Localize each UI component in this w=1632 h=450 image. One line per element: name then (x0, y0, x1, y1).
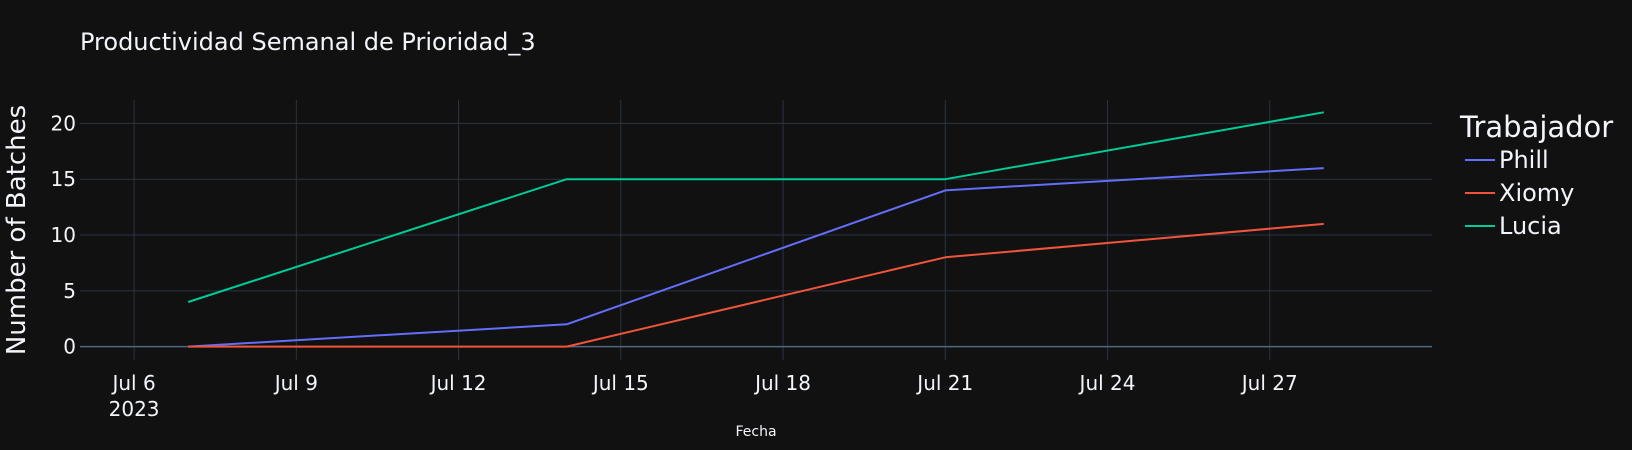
x-tick-label: Jul 24 (1078, 371, 1136, 395)
x-tick-label: Jul 15 (591, 371, 649, 395)
y-axis-title: Number of Batches (2, 105, 32, 355)
y-tick-label: 20 (51, 111, 76, 135)
x-tick-label: Jul 18 (753, 371, 811, 395)
legend-item-lucia[interactable]: Lucia (1465, 212, 1562, 240)
x-tick-label: Jul 9 (273, 371, 318, 395)
y-tick-label: 0 (63, 335, 76, 359)
x-tick-label: Jul 6 (110, 371, 155, 395)
x-tick-sublabel: 2023 (109, 397, 160, 421)
series-layer (187, 111, 1324, 348)
legend: Trabajador Phill Xiomy Lucia (1459, 110, 1613, 240)
y-tick-label: 10 (51, 223, 76, 247)
x-axis-title: Fecha (735, 424, 776, 440)
legend-item-phill[interactable]: Phill (1465, 146, 1549, 174)
x-tick-label: Jul 12 (429, 371, 487, 395)
y-tick-label: 15 (51, 167, 76, 191)
x-tick-label: Jul 21 (915, 371, 973, 395)
legend-item-xiomy[interactable]: Xiomy (1465, 179, 1574, 207)
series-line-xiomy (188, 222, 1324, 348)
chart-title: Productividad Semanal de Prioridad_3 (80, 28, 536, 56)
x-tick-label: Jul 27 (1240, 371, 1298, 395)
legend-label: Phill (1499, 146, 1549, 174)
y-axis-ticks: 0 5 10 15 20 (51, 111, 76, 358)
legend-label: Lucia (1499, 212, 1562, 240)
legend-items: Phill Xiomy Lucia (1465, 146, 1574, 240)
series-line-lucia (187, 111, 1324, 303)
grid (80, 100, 1432, 360)
y-tick-label: 5 (63, 279, 76, 303)
series-line-phill (188, 167, 1324, 348)
legend-title: Trabajador (1459, 110, 1613, 144)
legend-label: Xiomy (1499, 179, 1574, 207)
